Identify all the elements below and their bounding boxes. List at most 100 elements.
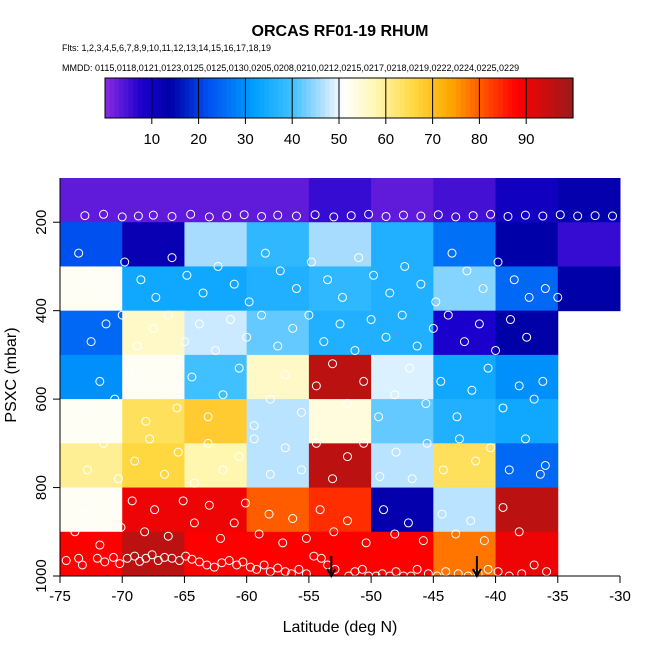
observation-point	[478, 284, 488, 294]
observation-point	[125, 368, 135, 378]
observation-point	[249, 434, 259, 444]
heatmap-cell	[433, 222, 497, 267]
colorbar-tick-label: 10	[143, 131, 160, 148]
heatmap-cell	[371, 531, 434, 577]
observation-point	[328, 359, 338, 369]
observation-point	[540, 460, 550, 470]
heatmap-cell	[371, 178, 434, 223]
heatmap-cell	[495, 443, 559, 489]
colorbar-segment	[193, 78, 200, 118]
observation-point	[467, 385, 477, 395]
observation-point	[391, 447, 401, 457]
observation-point	[405, 363, 415, 373]
colorbar-tick-label: 30	[237, 131, 254, 148]
observation-point	[120, 257, 130, 267]
observation-point	[160, 469, 170, 479]
observation-point	[474, 319, 484, 329]
observation-point	[194, 557, 204, 567]
observation-point	[178, 496, 188, 506]
observation-point	[514, 527, 524, 537]
observation-point	[86, 337, 96, 347]
colorbar-segment	[437, 78, 443, 118]
colorbar-segment	[287, 78, 293, 118]
colorbar-segment	[296, 78, 303, 118]
observation-point	[520, 210, 530, 220]
observation-point	[379, 505, 389, 515]
y-tick-label: 200	[33, 210, 50, 235]
observation-point	[342, 516, 352, 526]
colorbar-segment	[236, 78, 242, 118]
heatmap-cell	[557, 178, 621, 223]
observation-point	[145, 434, 155, 444]
colorbar-tick-label: 90	[518, 131, 535, 148]
colorbar-segment	[128, 78, 134, 118]
heatmap-cell	[246, 531, 310, 577]
x-tick-label: -30	[609, 588, 631, 605]
observation-point	[316, 553, 326, 563]
colorbar-segment	[339, 78, 345, 118]
colorbar-segment	[292, 78, 298, 118]
observation-point	[238, 557, 248, 567]
observation-point	[163, 531, 173, 541]
colorbar-segment	[404, 78, 410, 118]
observation-point	[222, 211, 232, 221]
colorbar-segment	[498, 78, 504, 118]
observation-point	[381, 332, 391, 342]
observation-point	[130, 551, 140, 561]
observation-point	[273, 563, 283, 573]
heatmap-cell	[60, 443, 123, 489]
colorbar-segment	[460, 78, 466, 118]
observation-point	[514, 381, 524, 391]
observation-point	[203, 412, 213, 422]
colorbar-segment	[301, 78, 307, 118]
colorbar-segment	[423, 78, 429, 118]
observation-point	[407, 474, 417, 484]
colorbar-segment	[310, 78, 317, 118]
heatmap-cell	[308, 222, 372, 267]
colorbar-segment	[385, 78, 392, 118]
heatmap-cell	[122, 443, 185, 489]
observation-point	[218, 390, 228, 400]
observation-point	[273, 341, 283, 351]
observation-point	[491, 345, 501, 355]
x-tick-label: -65	[174, 588, 196, 605]
heatmap-cell	[308, 354, 372, 400]
observation-point	[172, 403, 182, 413]
observation-point	[117, 212, 127, 222]
observation-point	[390, 529, 400, 539]
observation-point	[329, 527, 339, 537]
observation-point	[115, 559, 125, 569]
observation-point	[80, 211, 90, 221]
heatmap-cell	[246, 222, 310, 267]
observation-point	[400, 261, 410, 271]
observation-point	[359, 376, 369, 386]
colorbar-segment	[343, 78, 349, 118]
observation-point	[225, 315, 235, 325]
observation-point	[209, 562, 219, 572]
colorbar-segment	[390, 78, 396, 118]
observation-point	[99, 438, 109, 448]
colorbar-segment	[395, 78, 401, 118]
observation-point	[319, 337, 329, 347]
colorbar-segment	[334, 78, 340, 118]
observation-point	[77, 560, 87, 570]
observation-point	[504, 465, 514, 475]
observation-point	[179, 337, 189, 347]
observation-point	[286, 569, 296, 579]
observation-point	[95, 376, 105, 386]
observation-point	[538, 376, 548, 386]
colorbar-segment	[558, 78, 565, 118]
heatmap-cell	[433, 531, 497, 577]
axes: -75 -70 -65 -60 -55 -50 -45 -40 -35 -30 200 400 600 8…	[33, 178, 631, 605]
colorbar-tick-label: 60	[377, 131, 394, 148]
colorbar-segment	[306, 78, 312, 118]
heatmap-cell	[557, 222, 621, 267]
colorbar-segment	[165, 78, 172, 118]
colorbar-segment	[179, 78, 186, 118]
observation-point	[479, 536, 489, 546]
observation-point	[350, 345, 360, 355]
heatmap-cell	[60, 222, 123, 267]
observation-point	[127, 496, 137, 506]
observation-point	[306, 257, 316, 267]
